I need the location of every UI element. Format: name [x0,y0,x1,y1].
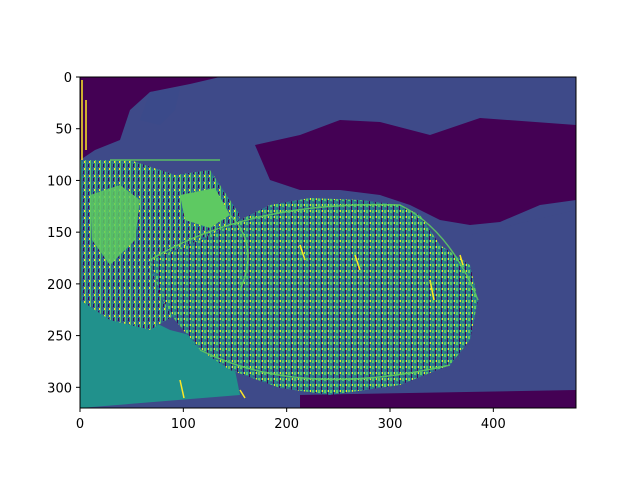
dark-region-right [255,118,576,225]
y-tick-label: 0 [64,71,72,86]
bright-patch-left [90,185,140,265]
y-tick-label: 250 [47,330,72,345]
dark-region-lower-right [470,210,576,408]
y-tick-label: 150 [47,226,72,241]
dark-region-top-left [80,77,220,160]
y-tick-label: 100 [47,174,72,189]
axes-frame [79,76,577,409]
x-tick-label: 0 [76,417,84,432]
x-tick-label: 400 [481,417,506,432]
edge-strokes [110,159,479,381]
y-tick-label: 300 [47,381,72,396]
y-tick-label: 50 [55,123,72,138]
bottom-strip [300,390,576,408]
textured-body [150,198,478,395]
teal-region-lower-left [80,300,240,408]
heatmap-image [80,77,576,408]
x-axis-ticks: 0 100 200 300 400 [76,408,506,432]
highlight-strokes [81,80,464,399]
y-axis-ticks: 0 50 100 150 200 250 300 [47,71,80,396]
dark-region-top-middle [140,88,180,125]
y-tick-label: 200 [47,278,72,293]
bright-patch-upper [180,188,230,228]
x-tick-label: 300 [378,417,403,432]
x-tick-label: 200 [274,417,299,432]
x-tick-label: 100 [171,417,196,432]
